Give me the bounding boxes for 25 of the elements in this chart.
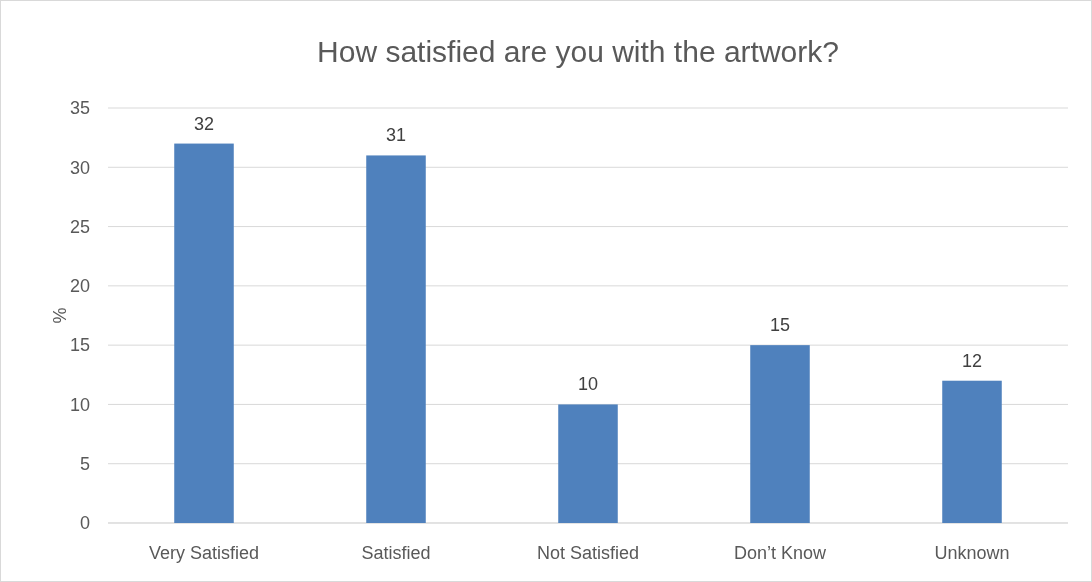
x-tick-label: Not Satisfied xyxy=(536,543,640,563)
data-label: 12 xyxy=(961,350,983,371)
y-tick-label: 15 xyxy=(69,335,90,356)
x-tick-label: Don’t Know xyxy=(733,543,828,563)
chart-title: How satisfied are you with the artwork? xyxy=(317,35,839,68)
y-tick-label: 0 xyxy=(79,513,90,534)
y-tick-label: 20 xyxy=(69,276,90,297)
x-tick-label: Satisfied xyxy=(361,543,431,563)
y-tick-label: 5 xyxy=(79,454,90,475)
data-label: 32 xyxy=(193,113,215,134)
y-tick-label: 30 xyxy=(69,157,90,178)
bar xyxy=(366,155,426,523)
data-label: 31 xyxy=(385,125,407,146)
bar xyxy=(174,143,234,523)
y-axis-title: % xyxy=(50,307,70,324)
data-label: 10 xyxy=(577,374,599,395)
data-label: 15 xyxy=(769,315,791,336)
y-tick-label: 10 xyxy=(69,394,90,415)
bar xyxy=(558,404,618,523)
y-tick-label: 25 xyxy=(69,216,90,237)
bar xyxy=(942,380,1002,523)
bar xyxy=(750,345,810,523)
x-tick-label: Very Satisfied xyxy=(148,543,260,563)
y-tick-label: 35 xyxy=(69,98,90,119)
x-tick-label: Unknown xyxy=(934,543,1010,563)
